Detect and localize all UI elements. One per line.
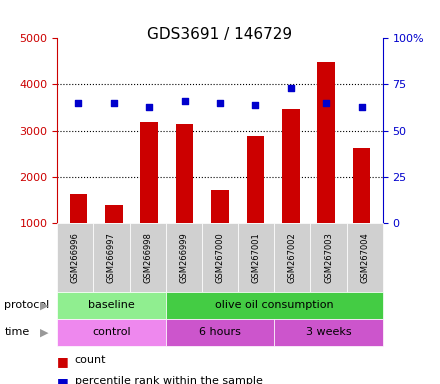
Text: control: control [92, 327, 131, 337]
Text: GSM266999: GSM266999 [180, 232, 188, 283]
Text: time: time [4, 327, 29, 337]
Point [75, 100, 82, 106]
Text: 6 hours: 6 hours [199, 327, 241, 337]
Text: GSM267000: GSM267000 [216, 232, 224, 283]
Text: GDS3691 / 146729: GDS3691 / 146729 [147, 27, 293, 42]
Text: count: count [75, 355, 106, 365]
Text: GSM267002: GSM267002 [288, 232, 297, 283]
Text: GSM266998: GSM266998 [143, 232, 152, 283]
Text: baseline: baseline [88, 300, 135, 310]
Point [146, 104, 153, 110]
Text: GSM266997: GSM266997 [107, 232, 116, 283]
Text: protocol: protocol [4, 300, 50, 310]
Bar [105, 205, 123, 223]
Bar [176, 124, 194, 223]
Point [287, 85, 294, 91]
Bar [140, 122, 158, 223]
Text: ▶: ▶ [40, 327, 48, 337]
Text: olive oil consumption: olive oil consumption [215, 300, 334, 310]
Text: percentile rank within the sample: percentile rank within the sample [75, 376, 263, 384]
Bar [70, 194, 87, 223]
Point [110, 100, 117, 106]
Bar [246, 136, 264, 223]
Text: 3 weeks: 3 weeks [306, 327, 352, 337]
Point [181, 98, 188, 104]
Bar [353, 148, 370, 223]
Point [216, 100, 224, 106]
Text: ▶: ▶ [40, 300, 48, 310]
Bar [317, 62, 335, 223]
Text: GSM267004: GSM267004 [360, 232, 369, 283]
Text: ■: ■ [57, 355, 69, 368]
Text: GSM267003: GSM267003 [324, 232, 333, 283]
Text: ■: ■ [57, 376, 69, 384]
Bar [282, 109, 300, 223]
Point [323, 100, 330, 106]
Point [252, 102, 259, 108]
Point [358, 104, 365, 110]
Bar [211, 190, 229, 223]
Text: GSM267001: GSM267001 [252, 232, 260, 283]
Text: GSM266996: GSM266996 [71, 232, 80, 283]
